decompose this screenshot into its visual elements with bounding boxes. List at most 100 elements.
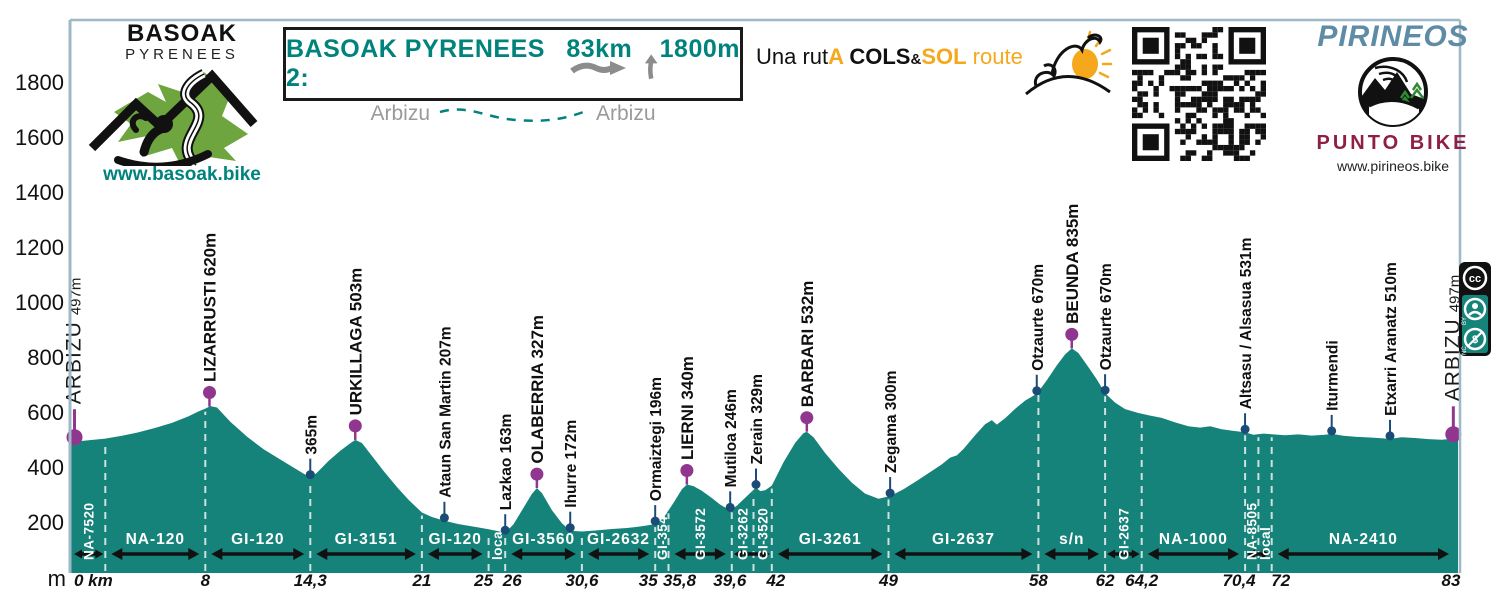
waypoint-dot — [725, 502, 735, 512]
waypoint-dot — [565, 523, 575, 533]
up-arrow-icon — [645, 54, 658, 80]
road-label: NA-120 — [126, 531, 185, 548]
waypoint-label: Ataun San Martin 207m — [437, 326, 454, 497]
tagline: Una rutA COLS&SOL route — [756, 44, 1023, 70]
km-tick-label: 42 — [765, 571, 785, 590]
road-arrow — [674, 548, 726, 560]
waypoint-label: URKILLAGA 503m — [346, 268, 365, 416]
pirineos-mountain-circle-icon — [1358, 57, 1428, 127]
road-arrow — [733, 549, 770, 559]
waypoint-dot — [1100, 385, 1110, 395]
road-arrow — [1147, 548, 1240, 560]
waypoint-dot — [680, 464, 694, 477]
road-label: GI-3262 — [736, 508, 751, 560]
km-tick-label: 26 — [502, 571, 522, 590]
road-arrow — [1247, 549, 1270, 559]
road-label: NA-2410 — [1329, 531, 1398, 548]
road-arrow — [74, 549, 104, 559]
waypoint-dot — [1032, 386, 1042, 396]
waypoint-dot — [439, 513, 449, 523]
y-tick-label: 800 — [27, 345, 64, 370]
waypoint-label: Ihurre 172m — [563, 420, 580, 508]
road-label: GI-120 — [429, 531, 482, 548]
tagline-route: route — [966, 44, 1023, 69]
route-title-box: BASOAK PYRENEES 2: 83km 1800m Arbizu Arb… — [283, 27, 743, 125]
waypoint-label: Zegama 300m — [883, 371, 900, 474]
km-tick-label: 8 — [201, 571, 211, 590]
road-arrow — [777, 548, 883, 560]
waypoint-dot — [1065, 327, 1079, 341]
pirineos-wordmark: PIRINEOS — [1317, 20, 1469, 53]
pirineos-logo: PIRINEOS PUNTO BIKE www.pirineos.bike — [1312, 20, 1474, 175]
road-arrow — [427, 548, 483, 560]
y-tick-label: 400 — [27, 455, 64, 480]
waypoint-label: BEUNDA 835m — [1063, 204, 1082, 324]
y-tick-label: 1000 — [15, 290, 64, 315]
waypoint-dot — [1240, 424, 1250, 434]
waypoint-label: Otzaurte 670m — [1030, 264, 1047, 371]
basoak-url: www.basoak.bike — [103, 164, 261, 185]
y-tick-label: 600 — [27, 400, 64, 425]
road-label: GI-3540 — [655, 508, 670, 560]
basoak-logo: BASOAK PYRENEES www.basoak.bike — [84, 22, 280, 186]
waypoint-dot — [650, 516, 660, 526]
waypoint-label: Lazkao 163m — [498, 414, 515, 511]
waypoint-label: ARBIZU497m — [63, 278, 86, 405]
road-label: GI-2632 — [587, 531, 650, 548]
km-tick-label: 35,8 — [663, 571, 697, 590]
km-tick-label: 72 — [1271, 571, 1290, 590]
road-arrow — [211, 548, 305, 560]
km-tick-label: 25 — [473, 571, 493, 590]
right-arrow-icon — [570, 61, 627, 75]
route-elevation-gain: 1800m — [659, 35, 740, 63]
pirineos-url: www.pirineos.bike — [1336, 158, 1450, 174]
tagline-cols: COLS — [843, 44, 911, 69]
tagline-amp: & — [910, 51, 922, 68]
road-label: GI-2637 — [932, 531, 995, 548]
road-label: GI-3261 — [799, 531, 862, 548]
road-label: GI-3520 — [756, 508, 771, 560]
road-label: local — [490, 527, 505, 560]
y-tick-label: 1800 — [15, 70, 64, 95]
km-tick-label: 21 — [411, 571, 431, 590]
road-label: GI-2637 — [1116, 508, 1131, 560]
route-title: BASOAK PYRENEES 2: — [286, 35, 545, 92]
waypoint-label: LIZARRUSTI 620m — [201, 233, 220, 382]
cc-by-label: BY — [1462, 317, 1468, 325]
waypoint-dot — [500, 525, 510, 535]
tagline-part2: A — [828, 44, 844, 69]
waypoint-label: Altsasu / Alsasua 531m — [1238, 238, 1255, 410]
km-tick-label: 39,6 — [713, 571, 747, 590]
qr-code — [1132, 27, 1266, 161]
waypoint-dot — [1385, 431, 1395, 441]
waypoint-dot — [800, 411, 814, 425]
km-tick-label: 83 — [1442, 571, 1461, 590]
waypoint-dot — [1445, 426, 1462, 443]
road-label: NA-8505 — [1245, 502, 1260, 560]
waypoint-label: OLABERRIA 327m — [528, 315, 547, 464]
road-arrow — [1107, 549, 1140, 559]
waypoint-label: Otzaurte 670m — [1098, 263, 1115, 370]
km-tick-label: 70,4 — [1223, 571, 1257, 590]
road-label: GI-3151 — [335, 531, 398, 548]
basoak-wordmark: BASOAK — [126, 20, 237, 47]
road-arrow — [111, 548, 200, 560]
waypoint-label: Iturmendi — [1325, 340, 1342, 411]
basoak-subtitle: PYRENEES — [125, 46, 239, 63]
road-label: GI-120 — [231, 531, 284, 548]
road-arrow — [587, 548, 650, 560]
km-tick-label: 58 — [1029, 571, 1048, 590]
tagline-part1: Una rut — [756, 44, 829, 69]
road-label: GI-3572 — [693, 508, 708, 560]
km-tick-label: 64,2 — [1125, 571, 1159, 590]
cc-icon: cc — [1469, 273, 1481, 285]
waypoint-dot — [751, 480, 761, 489]
waypoint-dot — [530, 467, 544, 481]
waypoint-dot — [305, 470, 315, 480]
waypoint-label: LIERNI 340m — [678, 356, 697, 460]
road-label: local — [1258, 527, 1273, 560]
cc-license-badge: cc BY $ NC — [1459, 262, 1491, 356]
route-end: Arbizu — [596, 102, 656, 125]
